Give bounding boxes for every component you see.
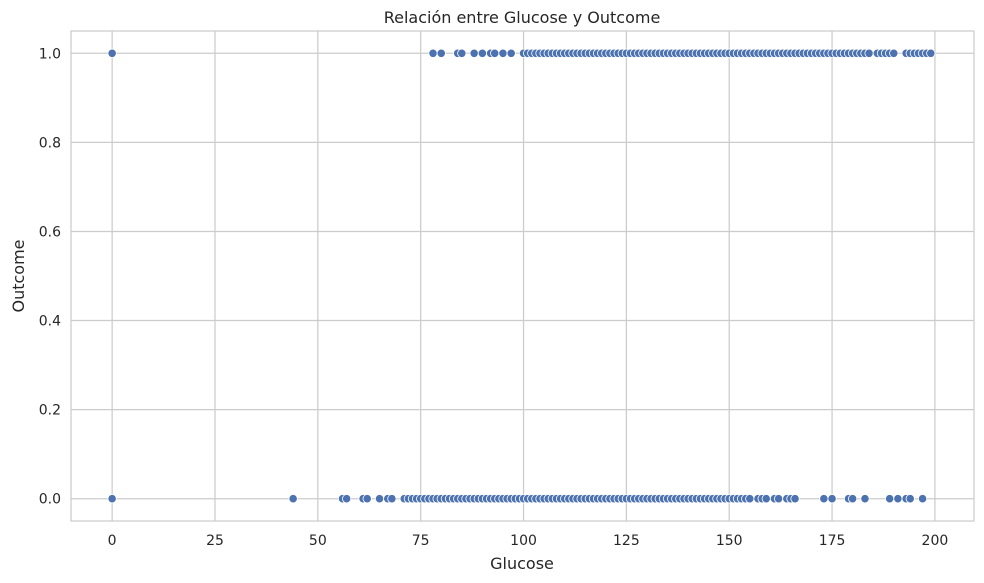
x-tick-label: 175 xyxy=(819,533,846,549)
x-axis-ticks: 0 25 50 75 100 125 150 175 200 xyxy=(108,533,949,549)
y-tick-label: 1.0 xyxy=(39,46,61,62)
data-points xyxy=(107,48,936,504)
data-point xyxy=(773,494,784,504)
data-point xyxy=(761,494,771,504)
x-axis-title: Glucose xyxy=(490,554,554,573)
data-point xyxy=(374,494,385,504)
x-tick-label: 50 xyxy=(309,533,327,549)
plot-frame xyxy=(70,30,975,522)
data-point xyxy=(885,494,895,504)
data-point xyxy=(827,494,837,504)
data-point xyxy=(436,48,446,58)
data-point xyxy=(288,494,298,504)
data-point xyxy=(342,494,352,504)
x-tick-label: 0 xyxy=(108,533,117,549)
data-point xyxy=(790,494,800,504)
data-point xyxy=(107,494,117,504)
data-point xyxy=(893,494,903,504)
data-point xyxy=(745,494,755,504)
data-point xyxy=(506,48,516,58)
x-tick-label: 75 xyxy=(412,533,430,549)
x-tick-label: 25 xyxy=(206,533,224,549)
data-point xyxy=(917,494,928,504)
data-point xyxy=(469,48,479,58)
y-tick-label: 0.0 xyxy=(39,492,61,508)
data-point xyxy=(864,48,874,58)
data-point xyxy=(905,494,915,504)
data-point xyxy=(490,48,500,58)
data-point xyxy=(362,494,372,504)
x-tick-label: 125 xyxy=(613,533,640,549)
x-tick-label: 200 xyxy=(922,533,949,549)
data-point xyxy=(889,48,899,58)
y-tick-label: 0.2 xyxy=(39,403,61,419)
data-point xyxy=(926,48,936,58)
data-point xyxy=(477,48,487,58)
chart-title: Relación entre Glucose y Outcome xyxy=(384,8,661,27)
grid xyxy=(71,31,974,521)
data-point xyxy=(457,48,467,58)
data-point xyxy=(387,494,397,504)
y-tick-label: 0.8 xyxy=(39,135,61,151)
data-point xyxy=(498,48,508,58)
y-tick-label: 0.4 xyxy=(39,314,61,330)
data-point xyxy=(860,494,870,504)
data-point xyxy=(848,494,858,504)
y-axis-title: Outcome xyxy=(9,239,28,312)
data-point xyxy=(819,494,829,504)
y-tick-label: 0.6 xyxy=(39,224,61,240)
y-axis-ticks: 0.0 0.2 0.4 0.6 0.8 1.0 xyxy=(39,46,61,507)
x-tick-label: 150 xyxy=(716,533,743,549)
data-point xyxy=(107,48,117,58)
data-point xyxy=(428,48,438,58)
x-tick-label: 100 xyxy=(510,533,537,549)
